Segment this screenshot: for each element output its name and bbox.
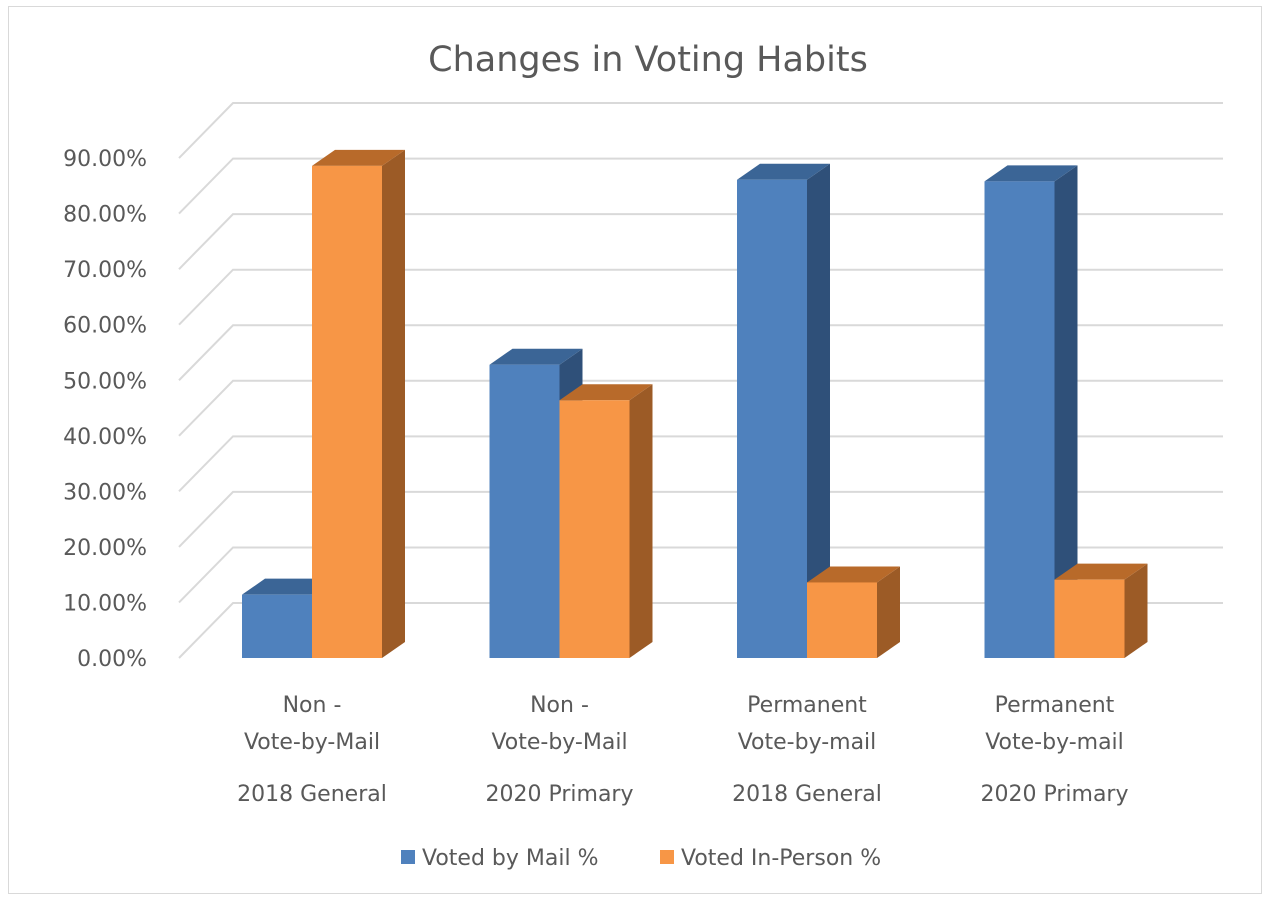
category-label: Vote-by-Mail bbox=[491, 730, 627, 755]
bar-top bbox=[807, 566, 900, 583]
gridline bbox=[178, 490, 1223, 548]
gridline bbox=[178, 102, 1223, 159]
bar bbox=[312, 149, 405, 658]
gridline bbox=[178, 324, 1223, 381]
y-tick-label: 20.00% bbox=[63, 536, 147, 561]
bar-front bbox=[489, 364, 560, 658]
bars-layer bbox=[242, 149, 1148, 659]
gridline bbox=[178, 379, 1223, 437]
gridline bbox=[178, 268, 1223, 326]
legend: Voted by Mail % Voted In-Person % bbox=[401, 846, 881, 871]
bar bbox=[807, 566, 900, 658]
y-tick-label: 80.00% bbox=[63, 203, 147, 228]
y-tick-label: 90.00% bbox=[63, 147, 147, 172]
y-tick-label: 30.00% bbox=[63, 480, 147, 505]
category-label: Non - bbox=[283, 693, 342, 718]
legend-label: Voted by Mail % bbox=[422, 846, 598, 871]
bar-front bbox=[559, 400, 630, 658]
chart-frame: Changes in Voting Habits 0.00% 10.00% 20.0… bbox=[8, 6, 1262, 894]
category-group-label: 2018 General bbox=[732, 782, 882, 807]
gridline bbox=[178, 213, 1223, 270]
bar-front bbox=[312, 165, 382, 658]
bar-side bbox=[1054, 165, 1078, 659]
bar-front bbox=[1054, 579, 1125, 658]
category-label: Vote-by-Mail bbox=[244, 730, 380, 755]
bar-side bbox=[877, 566, 900, 658]
y-tick-label: 50.00% bbox=[63, 369, 147, 394]
gridline bbox=[178, 157, 1223, 215]
y-tick-label: 60.00% bbox=[63, 314, 147, 339]
bar-front bbox=[807, 582, 877, 658]
bar-top bbox=[489, 348, 583, 365]
category-group-label: 2018 General bbox=[237, 782, 387, 807]
bar-top bbox=[984, 165, 1078, 182]
gridline bbox=[178, 435, 1223, 493]
y-tick-label: 10.00% bbox=[63, 591, 147, 616]
grid-layer bbox=[178, 102, 1223, 659]
bar-side bbox=[382, 149, 405, 658]
bar-front bbox=[984, 181, 1055, 659]
y-tick-label: 70.00% bbox=[63, 258, 147, 283]
bar-top bbox=[1054, 563, 1148, 580]
legend-swatch bbox=[660, 850, 674, 864]
y-tick-label: 0.00% bbox=[77, 647, 147, 672]
legend-swatch bbox=[401, 850, 415, 864]
y-tick-label: 40.00% bbox=[63, 425, 147, 450]
bar-side bbox=[807, 163, 830, 659]
category-group-label: 2020 Primary bbox=[486, 782, 634, 807]
bar bbox=[559, 384, 653, 658]
category-group-label: 2020 Primary bbox=[981, 782, 1129, 807]
bar-side bbox=[629, 384, 653, 658]
bar-top bbox=[312, 149, 405, 166]
category-label: Vote-by-mail bbox=[738, 730, 877, 755]
bar-front bbox=[242, 594, 312, 658]
legend-label: Voted In-Person % bbox=[681, 846, 881, 871]
category-label: Permanent bbox=[747, 693, 867, 718]
y-axis-ticks: 0.00% 10.00% 20.00% 30.00% 40.00% 50.00% 60.00… bbox=[63, 147, 147, 672]
category-label: Permanent bbox=[995, 693, 1115, 718]
category-label: Non - bbox=[530, 693, 589, 718]
bar-top bbox=[242, 578, 335, 595]
bar-front bbox=[737, 179, 807, 659]
bar bbox=[737, 163, 830, 659]
bar-top bbox=[737, 163, 830, 180]
bar bbox=[1054, 563, 1148, 658]
bar-chart: Changes in Voting Habits 0.00% 10.00% 20.0… bbox=[63, 40, 1223, 871]
bar bbox=[984, 165, 1078, 659]
bar-side bbox=[1124, 563, 1148, 658]
x-axis-categories: Non - Vote-by-Mail 2018 General Non - Vote-b… bbox=[237, 693, 1128, 807]
gridline bbox=[178, 546, 1223, 604]
category-label: Vote-by-mail bbox=[985, 730, 1124, 755]
chart-title: Changes in Voting Habits bbox=[428, 40, 868, 80]
bar-top bbox=[559, 384, 653, 401]
